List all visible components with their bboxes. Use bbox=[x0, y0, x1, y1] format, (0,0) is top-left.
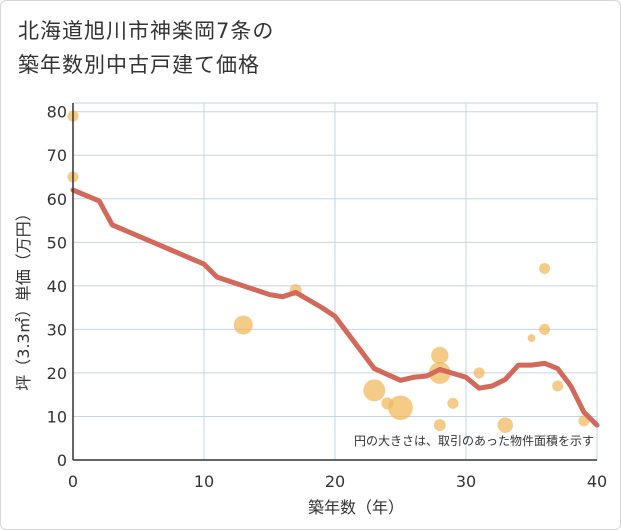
data-point bbox=[431, 346, 449, 365]
data-point bbox=[473, 367, 485, 379]
data-point bbox=[447, 397, 459, 409]
y-tick-label: 0 bbox=[57, 451, 67, 470]
data-point bbox=[539, 323, 551, 335]
axes bbox=[72, 103, 597, 461]
y-tick-label: 80 bbox=[47, 103, 67, 122]
data-point bbox=[552, 380, 564, 392]
bubbles bbox=[67, 110, 590, 433]
chart-title-line1: 北海道旭川市神楽岡7条の bbox=[18, 19, 275, 43]
data-point bbox=[428, 361, 451, 384]
y-tick-label: 10 bbox=[47, 407, 67, 426]
chart-title: 北海道旭川市神楽岡7条の 築年数別中古戸建て価格 bbox=[18, 14, 274, 82]
data-point bbox=[497, 417, 514, 433]
chart-title-line2: 築年数別中古戸建て価格 bbox=[18, 53, 260, 77]
y-tick-label: 70 bbox=[47, 146, 67, 165]
y-tick-label: 60 bbox=[47, 190, 67, 209]
data-point bbox=[388, 395, 413, 421]
x-tick-label: 30 bbox=[456, 472, 476, 491]
x-tick-label: 0 bbox=[68, 472, 78, 491]
data-point bbox=[433, 419, 446, 432]
data-point bbox=[363, 379, 386, 402]
grid bbox=[72, 102, 598, 461]
y-tick-label: 50 bbox=[47, 233, 67, 252]
data-point bbox=[527, 334, 536, 342]
y-tick-label: 30 bbox=[47, 320, 67, 339]
x-tick-label: 20 bbox=[325, 472, 345, 491]
y-tick-label: 20 bbox=[47, 364, 67, 383]
y-tick-label: 40 bbox=[47, 277, 67, 296]
tick-labels: 0 10 20 30 40 0 10 20 30 40 50 60 70 80 bbox=[47, 103, 608, 491]
data-point bbox=[539, 262, 551, 274]
trend-line bbox=[70, 187, 600, 428]
x-tick-label: 10 bbox=[194, 472, 214, 491]
y-axis-title: 坪（3.3㎡）単価（万円） bbox=[14, 205, 33, 390]
x-axis-title: 築年数（年） bbox=[308, 498, 404, 517]
x-tick-label: 40 bbox=[587, 472, 607, 491]
data-point bbox=[233, 315, 253, 335]
size-note: 円の大きさは、取引のあった物件面積を示す bbox=[354, 433, 594, 448]
